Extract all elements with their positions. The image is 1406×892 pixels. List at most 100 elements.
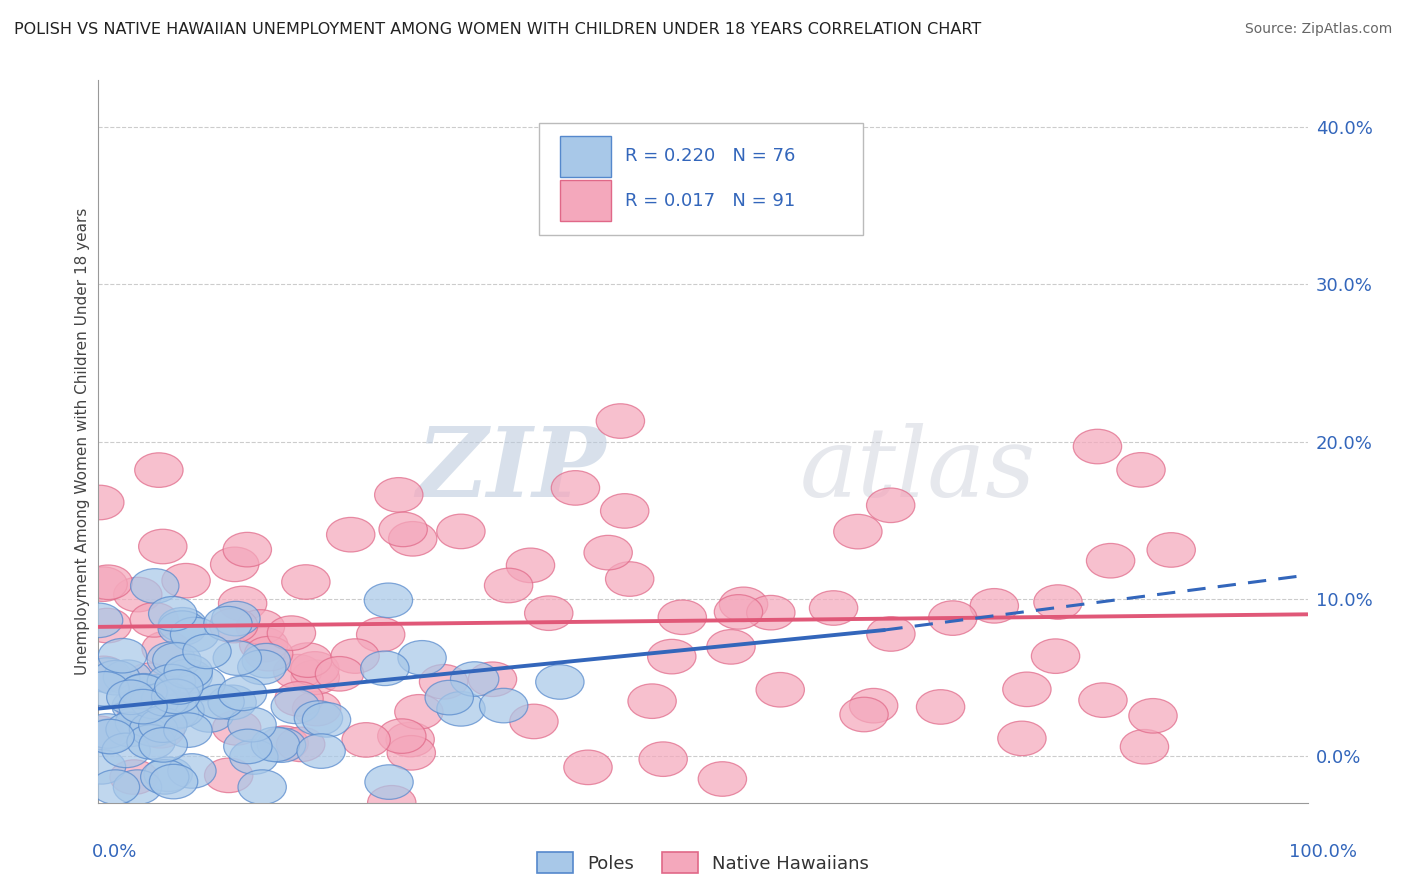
Ellipse shape: [628, 684, 676, 718]
Ellipse shape: [284, 643, 332, 677]
Ellipse shape: [1078, 683, 1128, 717]
Ellipse shape: [315, 657, 364, 691]
Legend: Poles, Native Hawaiians: Poles, Native Hawaiians: [530, 846, 876, 880]
Ellipse shape: [292, 691, 340, 726]
Ellipse shape: [162, 564, 211, 598]
Ellipse shape: [209, 608, 257, 643]
Ellipse shape: [186, 698, 233, 732]
Ellipse shape: [638, 742, 688, 776]
Text: R = 0.220   N = 76: R = 0.220 N = 76: [624, 147, 796, 165]
Ellipse shape: [606, 562, 654, 597]
Ellipse shape: [271, 690, 319, 723]
Ellipse shape: [245, 636, 292, 671]
Ellipse shape: [450, 662, 499, 697]
Ellipse shape: [135, 453, 183, 487]
Ellipse shape: [468, 662, 516, 697]
Ellipse shape: [239, 627, 288, 662]
Ellipse shape: [131, 684, 179, 719]
Ellipse shape: [1147, 533, 1195, 567]
Ellipse shape: [103, 733, 150, 768]
Ellipse shape: [107, 680, 155, 714]
Ellipse shape: [79, 567, 128, 601]
Ellipse shape: [120, 690, 167, 724]
Ellipse shape: [866, 616, 915, 651]
Text: 100.0%: 100.0%: [1289, 843, 1357, 861]
Ellipse shape: [380, 512, 427, 547]
Ellipse shape: [170, 617, 219, 652]
Ellipse shape: [600, 493, 650, 528]
Ellipse shape: [302, 703, 350, 737]
Ellipse shape: [398, 640, 446, 675]
Ellipse shape: [281, 565, 330, 599]
Ellipse shape: [155, 670, 202, 705]
Ellipse shape: [810, 591, 858, 625]
Ellipse shape: [136, 714, 184, 748]
Ellipse shape: [76, 716, 124, 750]
Ellipse shape: [267, 615, 315, 650]
Ellipse shape: [367, 786, 416, 820]
Ellipse shape: [214, 640, 262, 675]
Ellipse shape: [374, 477, 423, 512]
Ellipse shape: [707, 630, 755, 665]
Ellipse shape: [149, 764, 198, 799]
Ellipse shape: [143, 757, 193, 791]
Ellipse shape: [127, 724, 176, 759]
Ellipse shape: [849, 689, 898, 723]
Ellipse shape: [714, 595, 762, 629]
Ellipse shape: [139, 728, 187, 762]
Ellipse shape: [536, 665, 583, 699]
Ellipse shape: [252, 727, 299, 762]
Ellipse shape: [142, 681, 190, 716]
Ellipse shape: [1032, 639, 1080, 673]
Text: 0.0%: 0.0%: [91, 843, 136, 861]
Ellipse shape: [75, 603, 122, 638]
Ellipse shape: [91, 660, 139, 695]
Ellipse shape: [156, 693, 204, 728]
Ellipse shape: [834, 515, 882, 549]
Ellipse shape: [148, 642, 195, 676]
Ellipse shape: [114, 577, 162, 612]
Ellipse shape: [84, 719, 132, 754]
Ellipse shape: [177, 666, 225, 701]
Ellipse shape: [132, 674, 180, 709]
Ellipse shape: [387, 736, 436, 770]
Ellipse shape: [242, 643, 291, 678]
Ellipse shape: [277, 727, 325, 762]
Ellipse shape: [551, 471, 599, 505]
Ellipse shape: [141, 760, 188, 794]
Ellipse shape: [204, 607, 252, 641]
Ellipse shape: [1033, 585, 1083, 619]
Ellipse shape: [224, 729, 271, 764]
Ellipse shape: [150, 695, 198, 730]
Ellipse shape: [149, 597, 197, 631]
Ellipse shape: [110, 760, 159, 795]
Ellipse shape: [204, 758, 253, 793]
Ellipse shape: [273, 655, 322, 689]
Ellipse shape: [83, 657, 131, 692]
Ellipse shape: [112, 689, 160, 723]
Ellipse shape: [83, 714, 132, 748]
Text: Source: ZipAtlas.com: Source: ZipAtlas.com: [1244, 22, 1392, 37]
Ellipse shape: [257, 728, 305, 763]
Ellipse shape: [297, 734, 346, 768]
Ellipse shape: [229, 739, 278, 774]
Ellipse shape: [163, 713, 212, 747]
Ellipse shape: [596, 404, 644, 438]
Ellipse shape: [218, 586, 267, 621]
Ellipse shape: [361, 651, 409, 686]
Ellipse shape: [84, 565, 132, 599]
Ellipse shape: [236, 609, 284, 644]
Ellipse shape: [970, 589, 1018, 624]
Ellipse shape: [1121, 730, 1168, 764]
Ellipse shape: [86, 719, 135, 754]
Ellipse shape: [1087, 543, 1135, 578]
Ellipse shape: [1073, 429, 1122, 464]
Ellipse shape: [425, 681, 474, 714]
Ellipse shape: [120, 673, 169, 708]
Ellipse shape: [238, 770, 287, 805]
Ellipse shape: [866, 488, 915, 523]
Ellipse shape: [564, 750, 612, 785]
Ellipse shape: [159, 607, 207, 642]
Ellipse shape: [387, 723, 434, 756]
Ellipse shape: [224, 533, 271, 567]
